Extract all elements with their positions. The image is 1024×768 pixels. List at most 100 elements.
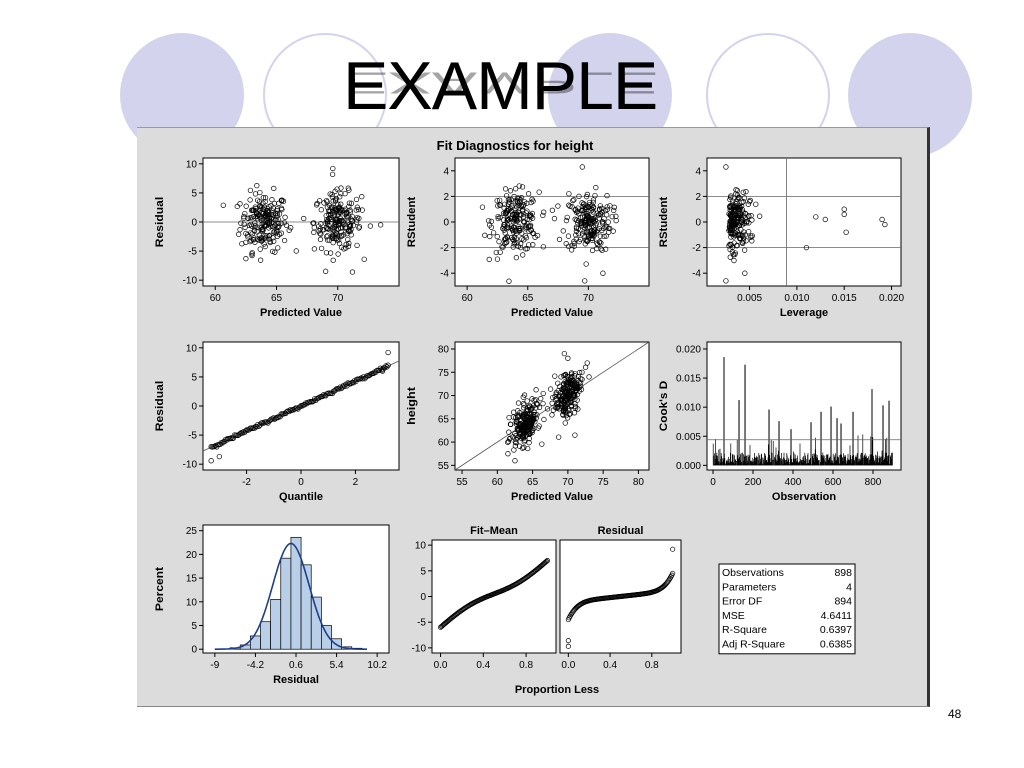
x-tick-label: 65 — [522, 293, 534, 304]
data-point — [513, 216, 520, 222]
data-point — [278, 197, 285, 203]
data-point — [359, 207, 365, 213]
y-tick-label: 0 — [443, 218, 449, 229]
data-point — [512, 439, 518, 445]
data-point — [383, 363, 389, 369]
data-point — [385, 362, 391, 368]
data-point — [512, 458, 518, 464]
fit-diagnostics-panel: Fit Diagnostics for height 60 65 70 -10 -5 0 5… — [137, 127, 930, 707]
data-point — [539, 441, 545, 447]
data-point — [519, 433, 526, 440]
data-point — [238, 220, 244, 226]
data-point — [555, 393, 562, 399]
data-point — [502, 236, 508, 243]
data-point — [332, 188, 338, 194]
histogram-bar — [280, 557, 292, 650]
data-point — [566, 411, 572, 417]
data-point — [354, 242, 360, 249]
data-point — [564, 393, 571, 400]
data-point — [254, 224, 261, 230]
data-point — [342, 190, 348, 197]
data-point — [243, 256, 249, 262]
data-point — [317, 236, 324, 243]
data-point — [505, 224, 512, 231]
x-tick-label: 0.005 — [737, 293, 762, 304]
data-point — [323, 234, 330, 240]
data-point — [274, 213, 280, 219]
data-point — [540, 212, 546, 219]
data-point — [258, 237, 264, 243]
data-point — [505, 217, 512, 223]
data-point — [516, 433, 522, 439]
data-point — [529, 428, 535, 434]
data-point — [748, 234, 754, 241]
data-point — [511, 234, 518, 241]
data-point — [301, 215, 307, 222]
data-point — [597, 233, 603, 239]
data-point — [560, 228, 566, 234]
data-point — [271, 185, 277, 192]
x-axis-label: Residual — [273, 674, 319, 686]
data-point — [502, 186, 509, 192]
data-point — [333, 387, 339, 393]
data-point — [571, 197, 577, 203]
data-point — [520, 413, 527, 419]
data-point — [733, 191, 739, 197]
data-point — [581, 219, 587, 226]
fit-statistic-value: 898 — [834, 567, 852, 579]
data-point — [349, 269, 356, 275]
data-point — [314, 200, 320, 207]
data-point — [599, 247, 605, 253]
data-point — [234, 203, 240, 210]
data-point — [272, 249, 278, 255]
data-point — [220, 202, 226, 208]
residual-qq-plot: -2 0 2 -10 -5 0 5 10 Quantile Residual — [154, 341, 400, 503]
data-point — [526, 242, 532, 248]
data-point — [732, 204, 738, 211]
x-tick-label: 800 — [865, 477, 882, 488]
data-point — [508, 223, 515, 229]
slide-title: EXAMPLE — [343, 48, 658, 124]
data-point — [335, 251, 341, 257]
data-point — [329, 171, 336, 178]
data-point — [558, 400, 564, 406]
data-point — [510, 244, 516, 250]
data-point — [330, 198, 336, 204]
data-point — [576, 193, 582, 199]
data-point — [486, 256, 492, 263]
data-point — [318, 231, 324, 237]
data-point — [603, 233, 609, 239]
x-tick-label: 60 — [462, 293, 474, 304]
x-tick-label: 70 — [332, 293, 344, 304]
data-point — [734, 196, 741, 202]
data-point — [245, 215, 251, 221]
data-point — [565, 638, 571, 644]
data-point — [587, 202, 593, 208]
data-point — [245, 234, 251, 240]
y-axis-label: Percent — [154, 567, 166, 611]
data-point — [593, 184, 599, 191]
data-point — [355, 206, 362, 213]
data-point — [334, 212, 341, 218]
data-point — [512, 212, 519, 219]
fit-statistic-value: 0.6397 — [820, 624, 852, 636]
data-point — [269, 416, 276, 422]
x-tick-label: 600 — [825, 477, 842, 488]
fit-statistic-label: Error DF — [722, 596, 762, 608]
data-point — [729, 249, 736, 255]
data-point — [311, 246, 318, 252]
data-point — [507, 188, 514, 194]
data-point — [503, 235, 509, 242]
y-tick-label: 0 — [695, 218, 701, 229]
data-point — [576, 211, 582, 217]
data-point — [572, 432, 578, 438]
data-point — [380, 367, 386, 373]
x-tick-label: 200 — [745, 477, 762, 488]
data-point — [506, 199, 513, 205]
page-number: 48 — [948, 707, 962, 721]
data-point — [341, 221, 347, 227]
rstudent-vs-predicted-plot-area — [454, 157, 650, 287]
data-point — [604, 206, 610, 213]
data-point — [335, 201, 341, 207]
data-point — [735, 215, 741, 221]
